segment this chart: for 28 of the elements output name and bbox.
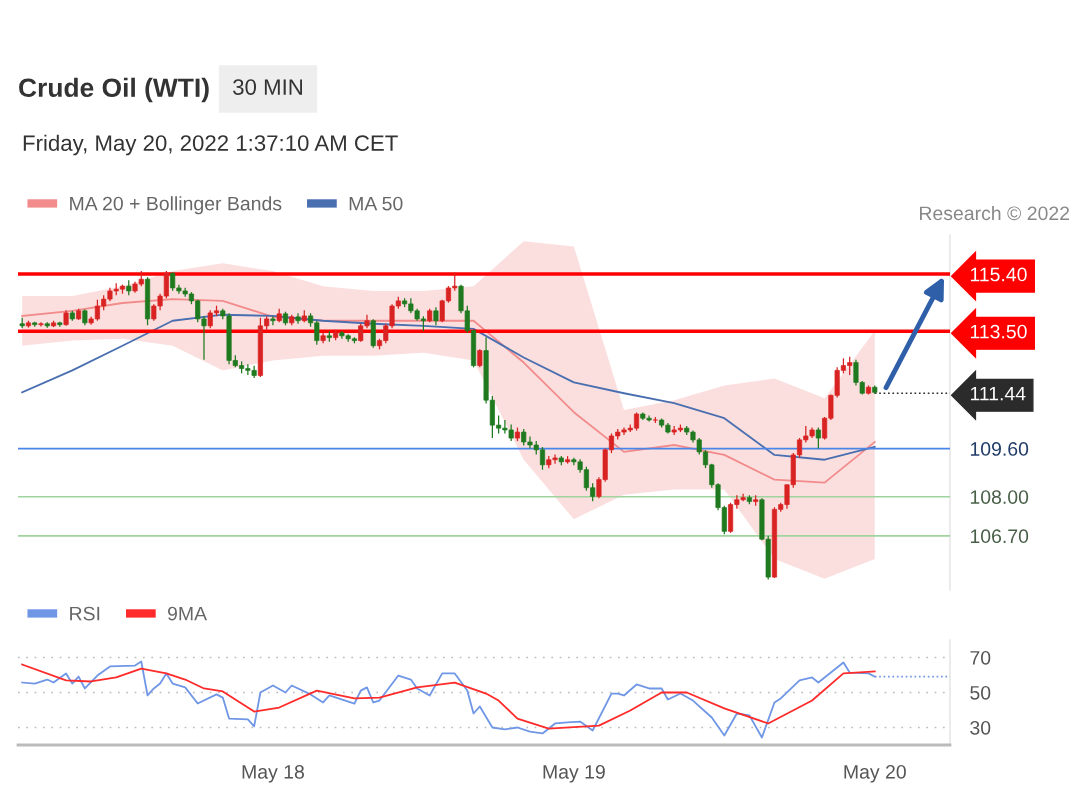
y-tick-label: 30	[970, 720, 991, 735]
y-tick-label: 108.00	[970, 490, 1029, 504]
y-tick-label: 50	[970, 685, 991, 700]
candlestick	[477, 348, 483, 368]
chart-title: Crude Oil (WTI)	[19, 77, 209, 103]
y-tick-label: 106.70	[970, 529, 1029, 544]
legend-label: MA 50	[349, 196, 403, 211]
candlestick	[815, 426, 821, 450]
text: Research © 2022	[920, 205, 1070, 221]
line-series	[21, 663, 876, 730]
y-tick-label: 109.60	[970, 442, 1029, 456]
y-tick-label: 113.50	[970, 324, 1027, 339]
line-series	[21, 298, 876, 484]
line-series	[21, 313, 876, 461]
chart-subtitle: Friday, May 20, 2022 1:37:10 AM CET	[23, 134, 398, 156]
candlestick	[433, 306, 439, 326]
x-tick-label: May 18	[242, 764, 304, 783]
legend-label: 9MA	[167, 606, 208, 621]
legend-label: RSI	[70, 606, 100, 621]
text: 30 MIN	[233, 79, 302, 95]
x-tick-label: May 19	[543, 764, 605, 783]
candlestick	[270, 315, 276, 326]
candlestick	[295, 312, 301, 325]
x-tick-label: May 20	[844, 764, 906, 783]
y-tick-label: 111.44	[970, 386, 1026, 401]
y-tick-label: 115.40	[970, 267, 1027, 282]
legend-label: MA 20 + Bollinger Bands	[70, 196, 282, 215]
y-tick-label: 70	[970, 650, 991, 665]
